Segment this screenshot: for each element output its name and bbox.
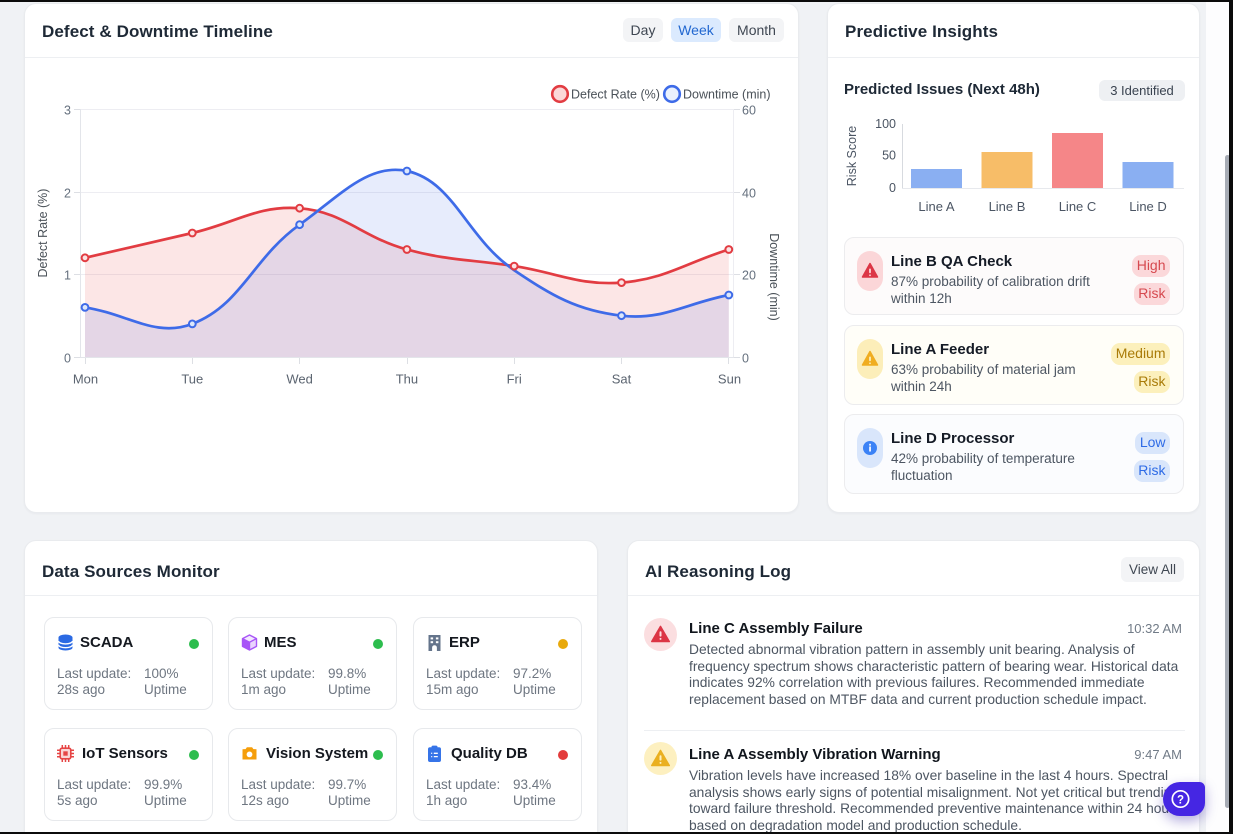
svg-text:Fri: Fri <box>507 372 522 387</box>
svg-text:3: 3 <box>64 104 71 118</box>
svg-text:100: 100 <box>875 117 896 131</box>
svg-text:Line C: Line C <box>1059 199 1097 214</box>
svg-text:0: 0 <box>742 352 749 366</box>
svg-text:2: 2 <box>64 187 71 201</box>
svg-text:1: 1 <box>64 269 71 283</box>
svg-text:Risk Score: Risk Score <box>845 126 859 186</box>
svg-text:Downtime (min): Downtime (min) <box>767 233 781 321</box>
svg-text:0: 0 <box>64 352 71 366</box>
svg-text:?: ? <box>1177 795 1184 807</box>
svg-text:60: 60 <box>742 104 756 118</box>
svg-text:50: 50 <box>882 149 896 163</box>
svg-text:Sun: Sun <box>718 372 741 387</box>
svg-text:Line A: Line A <box>918 199 954 214</box>
svg-text:Downtime (min): Downtime (min) <box>683 88 771 102</box>
svg-text:Mon: Mon <box>73 372 98 387</box>
svg-text:Tue: Tue <box>181 372 203 387</box>
svg-text:Wed: Wed <box>286 372 313 387</box>
svg-text:Sat: Sat <box>612 372 632 387</box>
svg-text:0: 0 <box>889 181 896 195</box>
svg-text:20: 20 <box>742 269 756 283</box>
svg-text:Line D: Line D <box>1129 199 1167 214</box>
svg-text:Thu: Thu <box>396 372 418 387</box>
svg-text:Line B: Line B <box>989 199 1026 214</box>
svg-text:Defect Rate (%): Defect Rate (%) <box>36 189 50 278</box>
svg-text:Defect Rate (%): Defect Rate (%) <box>571 88 660 102</box>
svg-text:40: 40 <box>742 187 756 201</box>
